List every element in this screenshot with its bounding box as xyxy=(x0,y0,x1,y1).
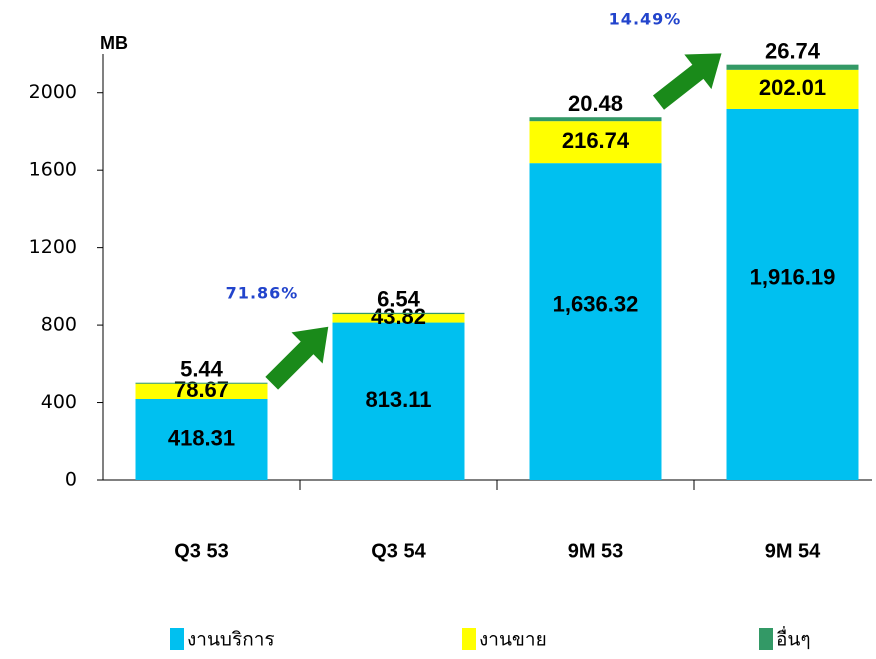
data-label: 216.74 xyxy=(562,128,630,153)
y-tick-label: 1600 xyxy=(29,159,77,181)
data-label: 43.82 xyxy=(371,304,426,329)
annotation: 71.86% xyxy=(226,284,299,303)
bar-segment xyxy=(726,64,859,70)
x-tick-label: 9M 54 xyxy=(765,540,821,562)
data-label: 813.11 xyxy=(365,387,431,412)
data-label: 20.48 xyxy=(568,91,623,116)
data-label: 1,636.32 xyxy=(553,291,639,316)
y-tick-label: 400 xyxy=(41,391,77,413)
bar-segment xyxy=(135,398,268,480)
bar-segment xyxy=(726,69,859,109)
x-tick-label: Q3 53 xyxy=(174,540,228,562)
legend-swatch xyxy=(759,628,773,650)
legend-swatch xyxy=(462,628,476,650)
bar-segment xyxy=(332,314,465,323)
bar-segment xyxy=(135,382,268,384)
x-tick-label: Q3 54 xyxy=(371,540,426,562)
y-tick-label: 1200 xyxy=(29,236,77,258)
bar-segment xyxy=(529,121,662,164)
legend-label: งานบริการ xyxy=(187,629,275,651)
legend-label: งานขาย xyxy=(479,629,547,651)
annotation: 14.49% xyxy=(609,10,682,29)
bar-segment xyxy=(529,163,662,481)
legend-label: อื่นๆ xyxy=(776,626,811,651)
bar-segment xyxy=(529,117,662,122)
data-label: 202.01 xyxy=(759,75,826,100)
x-tick-label: 9M 53 xyxy=(568,540,624,562)
bar-segment xyxy=(726,108,859,480)
y-tick-label: 2000 xyxy=(29,81,77,103)
data-label: 78.67 xyxy=(174,377,229,402)
legend-swatch xyxy=(170,628,184,650)
y-tick-label: 800 xyxy=(41,314,77,336)
bar-segment xyxy=(332,312,465,315)
data-label: 6.54 xyxy=(377,287,421,312)
data-label: 5.44 xyxy=(180,357,224,382)
arrow xyxy=(265,326,329,390)
y-axis-label: MB xyxy=(100,33,128,53)
data-label: 26.74 xyxy=(765,38,821,63)
arrow xyxy=(652,53,722,110)
data-label: 418.31 xyxy=(168,425,235,450)
bar-segment xyxy=(135,383,268,399)
y-tick-label: 0 xyxy=(65,469,77,491)
bar-segment xyxy=(332,322,465,480)
data-label: 1,916.19 xyxy=(750,264,836,289)
